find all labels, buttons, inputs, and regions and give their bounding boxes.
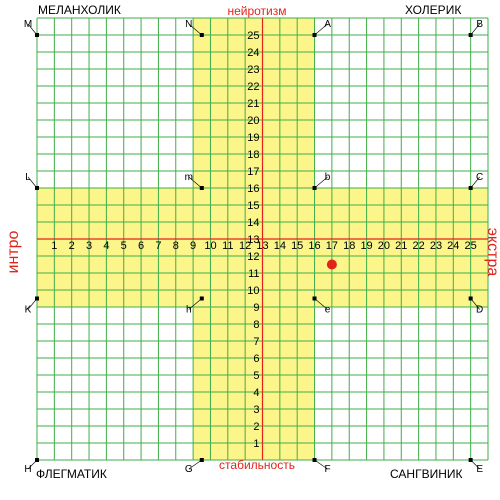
y-tick-label: 7 [253, 336, 259, 348]
reference-point-leader [470, 298, 480, 310]
reference-point-label: h [186, 305, 192, 316]
y-tick-label: 24 [247, 47, 259, 59]
reference-point-leader [188, 298, 202, 310]
x-tick-label: 5 [121, 240, 127, 252]
x-tick-label: 16 [308, 240, 320, 252]
x-tick-label: 24 [447, 240, 459, 252]
axes [37, 18, 488, 460]
reference-point-label: e [325, 305, 331, 316]
x-tick-label: 22 [412, 240, 424, 252]
y-tick-label: 9 [253, 302, 259, 314]
reference-point-label: B [476, 19, 483, 30]
reference-point-label: E [476, 464, 483, 475]
x-axis-left-label: интро [5, 230, 22, 273]
x-tick-label: 20 [378, 240, 390, 252]
x-tick-label: 13 [256, 240, 268, 252]
y-tick-label: 8 [253, 319, 259, 331]
y-tick-label: 15 [247, 200, 259, 212]
reference-point-leader [188, 176, 202, 189]
reference-point-label: K [25, 305, 32, 316]
y-tick-label: 19 [247, 132, 259, 144]
y-tick-label: 21 [247, 98, 259, 110]
y-tick-label: 25 [247, 30, 259, 42]
data-point [326, 259, 337, 270]
quadrant-label-choleric: ХОЛЕРИК [405, 3, 461, 17]
reference-point-label: N [185, 19, 192, 30]
y-tick-label: 22 [247, 81, 259, 93]
x-tick-label: 23 [430, 240, 442, 252]
reference-point-label: M [24, 19, 32, 30]
reference-point-label: b [325, 172, 331, 183]
reference-point-leader [470, 176, 480, 189]
reference-point-label: A [324, 19, 331, 30]
x-tick-label: 10 [204, 240, 216, 252]
y-tick-label: 2 [253, 421, 259, 433]
x-tick-label: 21 [395, 240, 407, 252]
x-tick-label: 14 [274, 240, 286, 252]
tick-labels: 1 2 3 4 5 6 7 8 9 10 11 12 13 14 15 16 17 18 19 20 21 22 23 24 2… [51, 30, 476, 450]
reference-point-leader [188, 459, 202, 470]
x-tick-label: 2 [69, 240, 75, 252]
reference-point-leader [314, 298, 328, 310]
y-tick-label: 18 [247, 149, 259, 161]
x-tick-label: 3 [86, 240, 92, 252]
y-tick-label: 6 [253, 353, 259, 365]
y-tick-label: 1 [253, 438, 259, 450]
x-tick-label: 17 [326, 240, 338, 252]
reference-point-leader [27, 176, 38, 189]
reference-point-label: H [24, 464, 31, 475]
data-point-layer [326, 259, 337, 270]
x-tick-label: 25 [465, 240, 477, 252]
reference-point-label: L [25, 172, 31, 183]
reference-point-leader [314, 459, 328, 470]
quadrant-label-melancholic: МЕЛАНХОЛИК [38, 3, 121, 17]
reference-point-leader [27, 459, 38, 470]
y-tick-label: 3 [253, 404, 259, 416]
y-tick-label: 10 [247, 285, 259, 297]
x-tick-label: 9 [190, 240, 196, 252]
x-tick-label: 7 [155, 240, 161, 252]
reference-point-leader [188, 23, 202, 36]
x-tick-label: 18 [343, 240, 355, 252]
y-tick-label: 20 [247, 115, 259, 127]
reference-points: M N A B L m b C K h e D H G F E [24, 19, 483, 475]
reference-point-leader [314, 23, 328, 36]
x-tick-label: 1 [51, 240, 57, 252]
x-tick-label: 4 [103, 240, 109, 252]
y-tick-label: 23 [247, 64, 259, 76]
x-axis-right-label: экстра [484, 228, 500, 277]
reference-point-label: m [185, 172, 193, 183]
reference-point-label: D [476, 305, 483, 316]
reference-point-leader [314, 176, 328, 189]
quadrant-label-phlegmatic: ФЛЕГМАТИК [36, 467, 107, 481]
reference-point-label: C [476, 172, 483, 183]
x-tick-label: 11 [222, 240, 233, 252]
reference-point-label: G [185, 464, 193, 475]
y-tick-label: 4 [253, 387, 259, 399]
x-tick-label: 8 [173, 240, 179, 252]
y-tick-label: 16 [247, 183, 259, 195]
y-tick-label: 17 [247, 166, 259, 178]
x-tick-label: 19 [360, 240, 372, 252]
y-tick-label: 14 [247, 217, 259, 229]
y-tick-label: 11 [248, 268, 259, 280]
x-tick-label: 6 [138, 240, 144, 252]
reference-point-leader [470, 459, 480, 470]
y-tick-label: 13 [247, 234, 259, 246]
y-tick-label: 12 [247, 251, 259, 263]
reference-point-label: F [324, 464, 330, 475]
y-tick-label: 5 [253, 370, 259, 382]
quadrant-label-sanguine: САНГВИНИК [390, 467, 462, 481]
y-axis-bottom-label: стабильность [219, 458, 295, 472]
reference-point-leader [470, 23, 480, 36]
y-axis-top-label: нейротизм [227, 4, 286, 18]
x-tick-label: 12 [239, 240, 251, 252]
reference-point-leader [27, 298, 38, 310]
x-tick-label: 15 [291, 240, 303, 252]
reference-point-leader [27, 23, 38, 36]
